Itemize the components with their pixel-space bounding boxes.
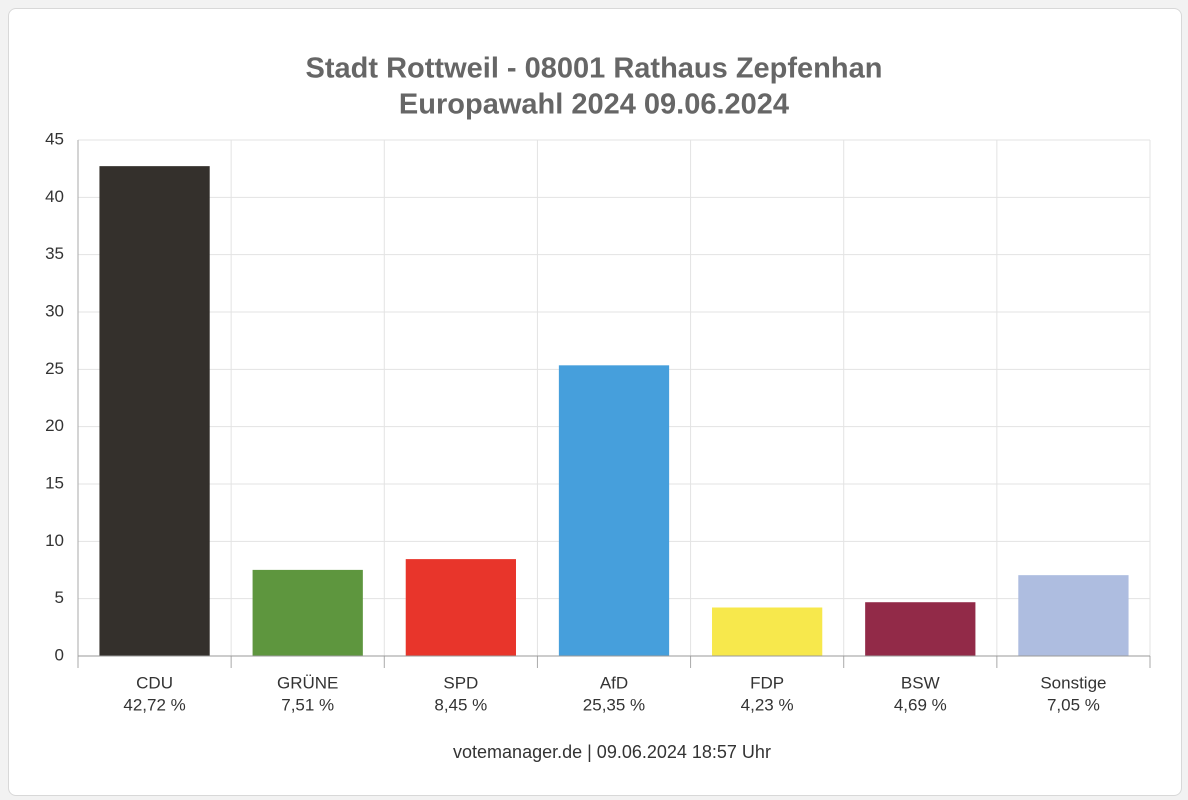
value-label: 42,72 % (123, 695, 185, 714)
bar (1018, 575, 1129, 656)
value-label: 8,45 % (434, 695, 487, 714)
x-tick-label: FDP (750, 673, 784, 692)
x-tick-label: AfD (600, 673, 628, 692)
x-tick-label: GRÜNE (277, 673, 338, 692)
value-label: 25,35 % (583, 695, 645, 714)
x-tick-label: CDU (136, 673, 173, 692)
y-tick-label: 40 (45, 187, 64, 206)
x-tick-label: Sonstige (1040, 673, 1106, 692)
value-label: 4,69 % (894, 695, 947, 714)
source-note: votemanager.de | 09.06.2024 18:57 Uhr (453, 742, 771, 762)
bar (712, 607, 823, 656)
y-tick-label: 45 (45, 129, 64, 148)
x-tick-label: SPD (443, 673, 478, 692)
y-tick-label: 35 (45, 244, 64, 263)
y-tick-label: 15 (45, 473, 64, 492)
value-label: 4,23 % (741, 695, 794, 714)
value-label: 7,51 % (281, 695, 334, 714)
y-tick-label: 25 (45, 359, 64, 378)
bar (405, 559, 516, 656)
y-tick-label: 30 (45, 301, 64, 320)
y-tick-label: 5 (55, 588, 64, 607)
y-tick-label: 10 (45, 531, 64, 550)
bar (558, 365, 670, 656)
chart-title: Stadt Rottweil - 08001 Rathaus Zepfenhan (306, 53, 883, 85)
y-tick-label: 0 (55, 645, 64, 664)
bar (99, 166, 210, 657)
chart-subtitle: Europawahl 2024 09.06.2024 (399, 89, 789, 121)
bar (865, 602, 976, 656)
y-tick-label: 20 (45, 416, 64, 435)
bar (252, 569, 363, 656)
x-tick-label: BSW (901, 673, 940, 692)
value-label: 7,05 % (1047, 695, 1100, 714)
